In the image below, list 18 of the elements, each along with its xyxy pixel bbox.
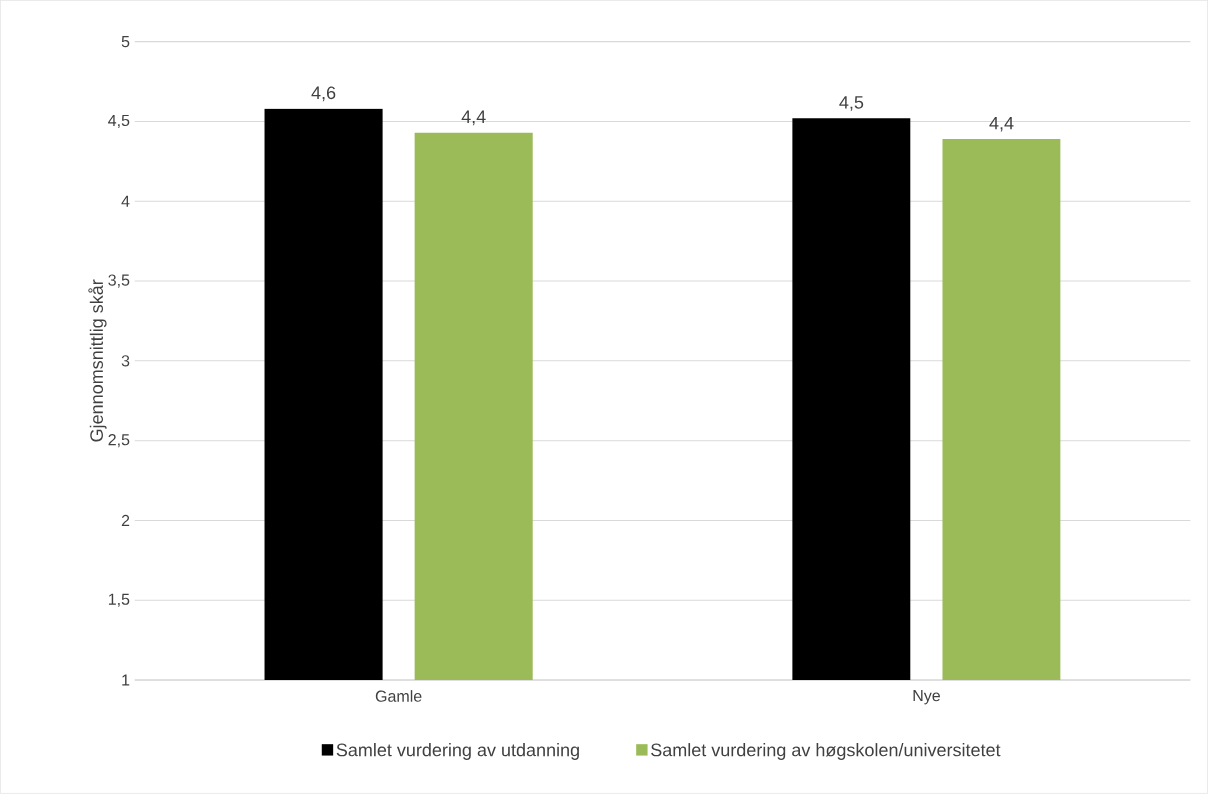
data-label: 4,5: [839, 96, 864, 111]
x-tick-label: Nye: [913, 690, 940, 705]
y-axis-title: Gjennomsnittlig skår: [88, 279, 107, 442]
y-tick-label: 4,5: [108, 115, 130, 129]
y-tick-label: 5: [121, 36, 130, 48]
y-tick-label: 3,5: [108, 274, 130, 288]
y-tick-label: 2,5: [108, 434, 130, 448]
data-label: 4,6: [311, 86, 336, 102]
data-label: 4,4: [461, 110, 486, 126]
legend-label: Samlet vurdering av utdanning: [336, 743, 579, 761]
legend-label: Samlet vurdering av høgskolen/universitetet: [651, 743, 1001, 761]
y-tick-label: 3: [121, 355, 130, 367]
y-tick-label: 1,5: [108, 593, 130, 607]
y-tick-label: 2: [121, 515, 130, 527]
y-tick-label: 1: [122, 674, 130, 686]
x-tick-label: Gamle: [375, 690, 422, 702]
data-label: 4,4: [989, 117, 1014, 132]
y-tick-label: 4: [121, 195, 130, 207]
